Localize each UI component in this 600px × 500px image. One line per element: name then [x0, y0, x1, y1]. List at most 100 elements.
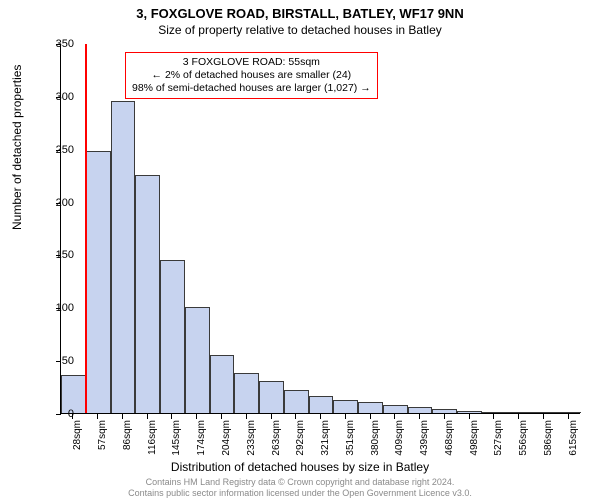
x-tick-label: 233sqm [246, 420, 257, 456]
x-tick-label: 292sqm [295, 420, 306, 456]
x-tick-mark [295, 414, 296, 419]
annotation-line: ← 2% of detached houses are smaller (24) [132, 69, 371, 82]
x-tick-mark [147, 414, 148, 419]
y-tick-label: 300 [56, 91, 74, 103]
x-tick-label: 380sqm [370, 420, 381, 456]
x-tick-mark [370, 414, 371, 419]
x-tick-mark [122, 414, 123, 419]
x-tick-cell: 380sqm [357, 414, 382, 419]
plot-frame: 3 FOXGLOVE ROAD: 55sqm← 2% of detached h… [60, 44, 580, 414]
x-tick-label: 86sqm [122, 420, 133, 450]
histogram-bar [432, 409, 457, 413]
y-axis-label: Number of detached properties [10, 65, 24, 230]
annotation-line: 98% of semi-detached houses are larger (… [132, 82, 371, 95]
chart-container: 3, FOXGLOVE ROAD, BIRSTALL, BATLEY, WF17… [0, 0, 600, 500]
histogram-bar [86, 151, 111, 413]
x-axis-label: Distribution of detached houses by size … [0, 460, 600, 474]
x-tick-mark [444, 414, 445, 419]
x-tick-cell: 527sqm [481, 414, 506, 419]
x-tick-mark [345, 414, 346, 419]
x-tick-label: 615sqm [568, 420, 579, 456]
x-tick-label: 145sqm [171, 420, 182, 456]
chart-title-sub: Size of property relative to detached ho… [0, 21, 600, 41]
histogram-bar [259, 381, 284, 413]
x-tick-cell: 204sqm [209, 414, 234, 419]
histogram-bar [556, 412, 581, 413]
y-tick-mark [56, 361, 61, 362]
histogram-bar [457, 411, 482, 413]
x-tick-label: 204sqm [221, 420, 232, 456]
x-tick-label: 174sqm [196, 420, 207, 456]
x-tick-mark [419, 414, 420, 419]
histogram-bar [210, 355, 235, 413]
histogram-bar [160, 260, 185, 413]
x-tick-label: 439sqm [419, 420, 430, 456]
x-tick-label: 351sqm [345, 420, 356, 456]
x-tick-cell: 263sqm [258, 414, 283, 419]
x-tick-label: 498sqm [469, 420, 480, 456]
x-tick-label: 28sqm [72, 420, 83, 450]
x-tick-cell: 586sqm [531, 414, 556, 419]
y-tick-label: 50 [62, 355, 74, 367]
x-tick-cell: 498sqm [456, 414, 481, 419]
property-marker-line [85, 44, 87, 413]
x-tick-cell: 556sqm [506, 414, 531, 419]
x-tick-mark [543, 414, 544, 419]
x-tick-cell: 468sqm [431, 414, 456, 419]
x-tick-label: 468sqm [444, 420, 455, 456]
y-tick-label: 100 [56, 302, 74, 314]
annotation-line: 3 FOXGLOVE ROAD: 55sqm [132, 56, 371, 69]
histogram-bar [408, 407, 433, 413]
x-tick-mark [196, 414, 197, 419]
footer-attribution: Contains HM Land Registry data © Crown c… [0, 477, 600, 498]
histogram-bar [482, 412, 507, 413]
x-tick-cell: 145sqm [159, 414, 184, 419]
x-tick-mark [271, 414, 272, 419]
plot-area: 3 FOXGLOVE ROAD: 55sqm← 2% of detached h… [60, 44, 580, 414]
y-tick-label: 250 [56, 144, 74, 156]
x-tick-label: 321sqm [320, 420, 331, 456]
x-tick-label: 527sqm [493, 420, 504, 456]
x-tick-label: 263sqm [271, 420, 282, 456]
x-ticks-group: 28sqm57sqm86sqm116sqm145sqm174sqm204sqm2… [60, 414, 580, 419]
x-tick-label: 556sqm [518, 420, 529, 456]
footer-line-1: Contains HM Land Registry data © Crown c… [0, 477, 600, 487]
x-tick-cell: 351sqm [332, 414, 357, 419]
y-tick-label: 0 [68, 408, 74, 420]
x-tick-mark [171, 414, 172, 419]
x-tick-mark [221, 414, 222, 419]
x-tick-cell: 233sqm [233, 414, 258, 419]
x-tick-mark [518, 414, 519, 419]
histogram-bar [284, 390, 309, 413]
x-tick-label: 116sqm [147, 420, 158, 455]
x-tick-mark [469, 414, 470, 419]
x-tick-mark [394, 414, 395, 419]
x-tick-cell: 57sqm [85, 414, 110, 419]
histogram-bar [309, 396, 334, 413]
x-tick-mark [246, 414, 247, 419]
x-tick-cell: 321sqm [308, 414, 333, 419]
y-tick-label: 200 [56, 197, 74, 209]
histogram-bar [333, 400, 358, 413]
x-tick-label: 57sqm [97, 420, 108, 450]
x-tick-mark [97, 414, 98, 419]
histogram-bar [532, 412, 557, 413]
footer-line-2: Contains public sector information licen… [0, 488, 600, 498]
x-tick-cell: 292sqm [283, 414, 308, 419]
x-tick-cell: 86sqm [110, 414, 135, 419]
histogram-bar [383, 405, 408, 413]
x-tick-label: 586sqm [543, 420, 554, 456]
y-tick-label: 350 [56, 38, 74, 50]
histogram-bar [111, 101, 136, 413]
chart-title-main: 3, FOXGLOVE ROAD, BIRSTALL, BATLEY, WF17… [0, 0, 600, 21]
x-tick-cell: 409sqm [382, 414, 407, 419]
annotation-box: 3 FOXGLOVE ROAD: 55sqm← 2% of detached h… [125, 52, 378, 99]
x-tick-cell: 116sqm [134, 414, 159, 419]
y-tick-label: 150 [56, 249, 74, 261]
x-tick-cell: 439sqm [407, 414, 432, 419]
x-tick-label: 409sqm [394, 420, 405, 456]
histogram-bar [135, 175, 160, 413]
x-tick-cell: 615sqm [555, 414, 580, 419]
x-tick-mark [320, 414, 321, 419]
x-tick-mark [493, 414, 494, 419]
